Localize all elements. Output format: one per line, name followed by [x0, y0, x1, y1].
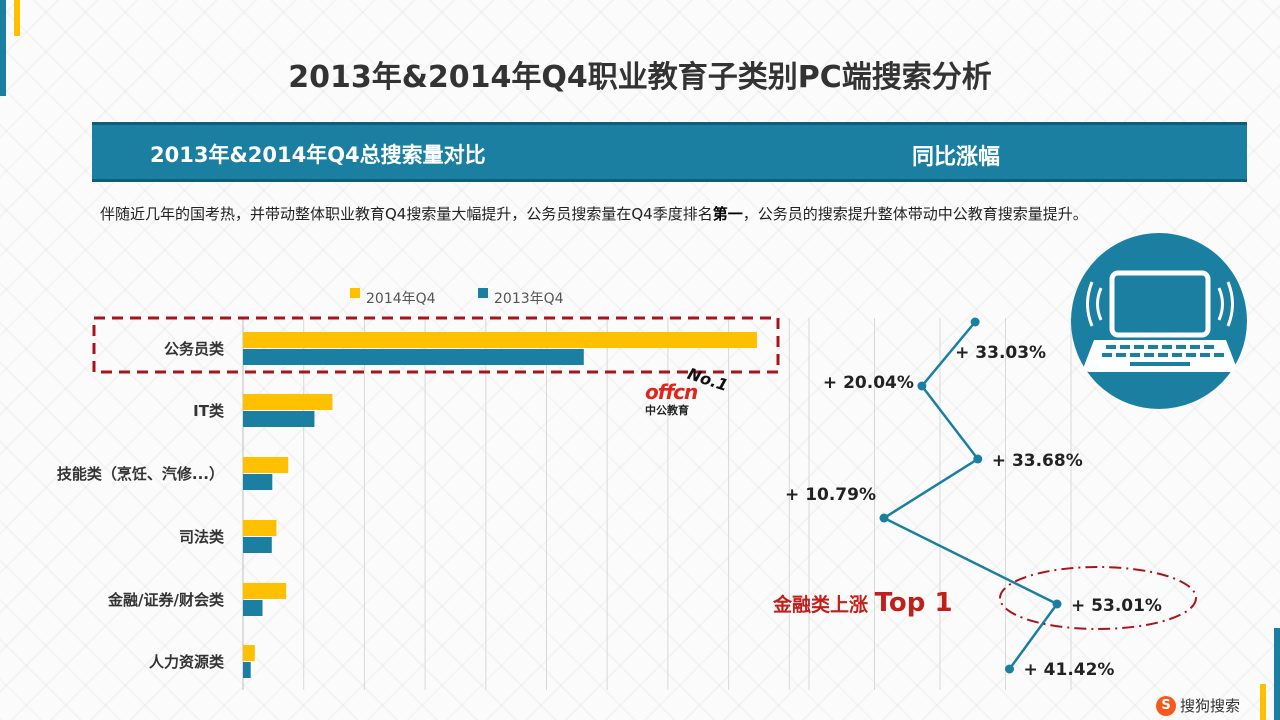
finance-callout-top: Top 1: [874, 588, 953, 618]
bar-2014: [243, 583, 287, 599]
laptop-wifi-icon: [1071, 233, 1247, 409]
growth-label: + 41.42%: [1024, 660, 1115, 680]
description-part1: 伴随近几年的国考热，并带动整体职业教育Q4搜索量大幅提升，公务员搜索量在Q4季度…: [100, 205, 713, 223]
growth-line-chart: + 33.03% + 20.04% + 33.68% + 10.79% + 53.01%…: [785, 317, 1162, 680]
growth-label: + 53.01%: [1071, 596, 1162, 616]
bar-2013: [243, 474, 273, 490]
growth-point: [1052, 599, 1062, 609]
bar-2013: [243, 662, 251, 678]
description-bold: 第一: [712, 205, 743, 223]
bar-category-label: 人力资源类: [149, 653, 225, 671]
description-part2: ，公务员的搜索提升整体带动中公教育搜索量提升。: [742, 205, 1088, 223]
bar-2014: [243, 332, 757, 348]
section-header-band: 2013年&2014年Q4总搜索量对比 同比涨幅: [92, 122, 1247, 182]
bar-2014: [243, 457, 289, 473]
growth-label: + 33.03%: [955, 343, 1046, 363]
sogou-logo-icon: S: [1156, 695, 1176, 716]
legend-label: 2013年Q4: [494, 291, 564, 307]
bar-2014: [243, 394, 333, 410]
finance-highlight-ellipse: [999, 566, 1197, 630]
bar-2013: [243, 411, 315, 427]
bar-2013: [243, 537, 272, 553]
highlight-dashed-box: [92, 316, 780, 374]
bar-category-label: 司法类: [179, 528, 225, 546]
bar-category-label: 技能类（烹饪、汽修...）: [57, 465, 224, 483]
bottom-gold-accent: [1260, 684, 1266, 720]
growth-point: [879, 513, 889, 523]
sogou-footer: S 搜狗搜索: [1156, 695, 1240, 716]
legend-swatch: [478, 288, 488, 298]
bar-category-label: 金融/证券/财会类: [107, 591, 225, 609]
bar-grid: [242, 318, 1072, 690]
bar-2013: [243, 600, 263, 616]
growth-point: [973, 454, 983, 464]
offcn-logo: offcn 中公教育: [645, 380, 715, 418]
chart-legend: 2014年Q4 2013年Q4: [350, 288, 564, 307]
growth-label: + 20.04%: [823, 373, 914, 393]
bar-category-label: IT类: [193, 402, 225, 420]
offcn-brand-cn: 中公教育: [645, 404, 689, 417]
bar-2013: [243, 349, 584, 365]
growth-label: + 33.68%: [992, 451, 1083, 471]
growth-label: + 10.79%: [785, 485, 876, 505]
offcn-brand: offcn: [645, 380, 698, 404]
right-accent-bar: [1274, 628, 1280, 720]
growth-point: [970, 317, 980, 327]
bar-2014: [243, 520, 277, 536]
top-gold-accent: [14, 0, 20, 36]
left-accent-bar: [0, 0, 6, 96]
page-title: 2013年&2014年Q4职业教育子类别PC端搜索分析: [288, 60, 992, 95]
bar-category-label: 公务员类: [164, 340, 225, 358]
finance-callout: 金融类上涨 Top 1: [773, 588, 953, 618]
growth-point: [1005, 664, 1015, 674]
sogou-brand: 搜狗搜索: [1180, 697, 1241, 715]
finance-callout-text: 金融类上涨: [773, 594, 869, 616]
legend-swatch: [350, 288, 360, 298]
growth-heading: 同比涨幅: [912, 145, 1001, 170]
growth-point: [917, 381, 927, 391]
growth-line: [881, 321, 1059, 670]
description-text: 伴随近几年的国考热，并带动整体职业教育Q4搜索量大幅提升，公务员搜索量在Q4季度…: [100, 202, 1240, 227]
bar-chart-heading: 2013年&2014年Q4总搜索量对比: [150, 143, 486, 167]
legend-label: 2014年Q4: [366, 291, 436, 307]
bar-2014: [243, 645, 255, 661]
